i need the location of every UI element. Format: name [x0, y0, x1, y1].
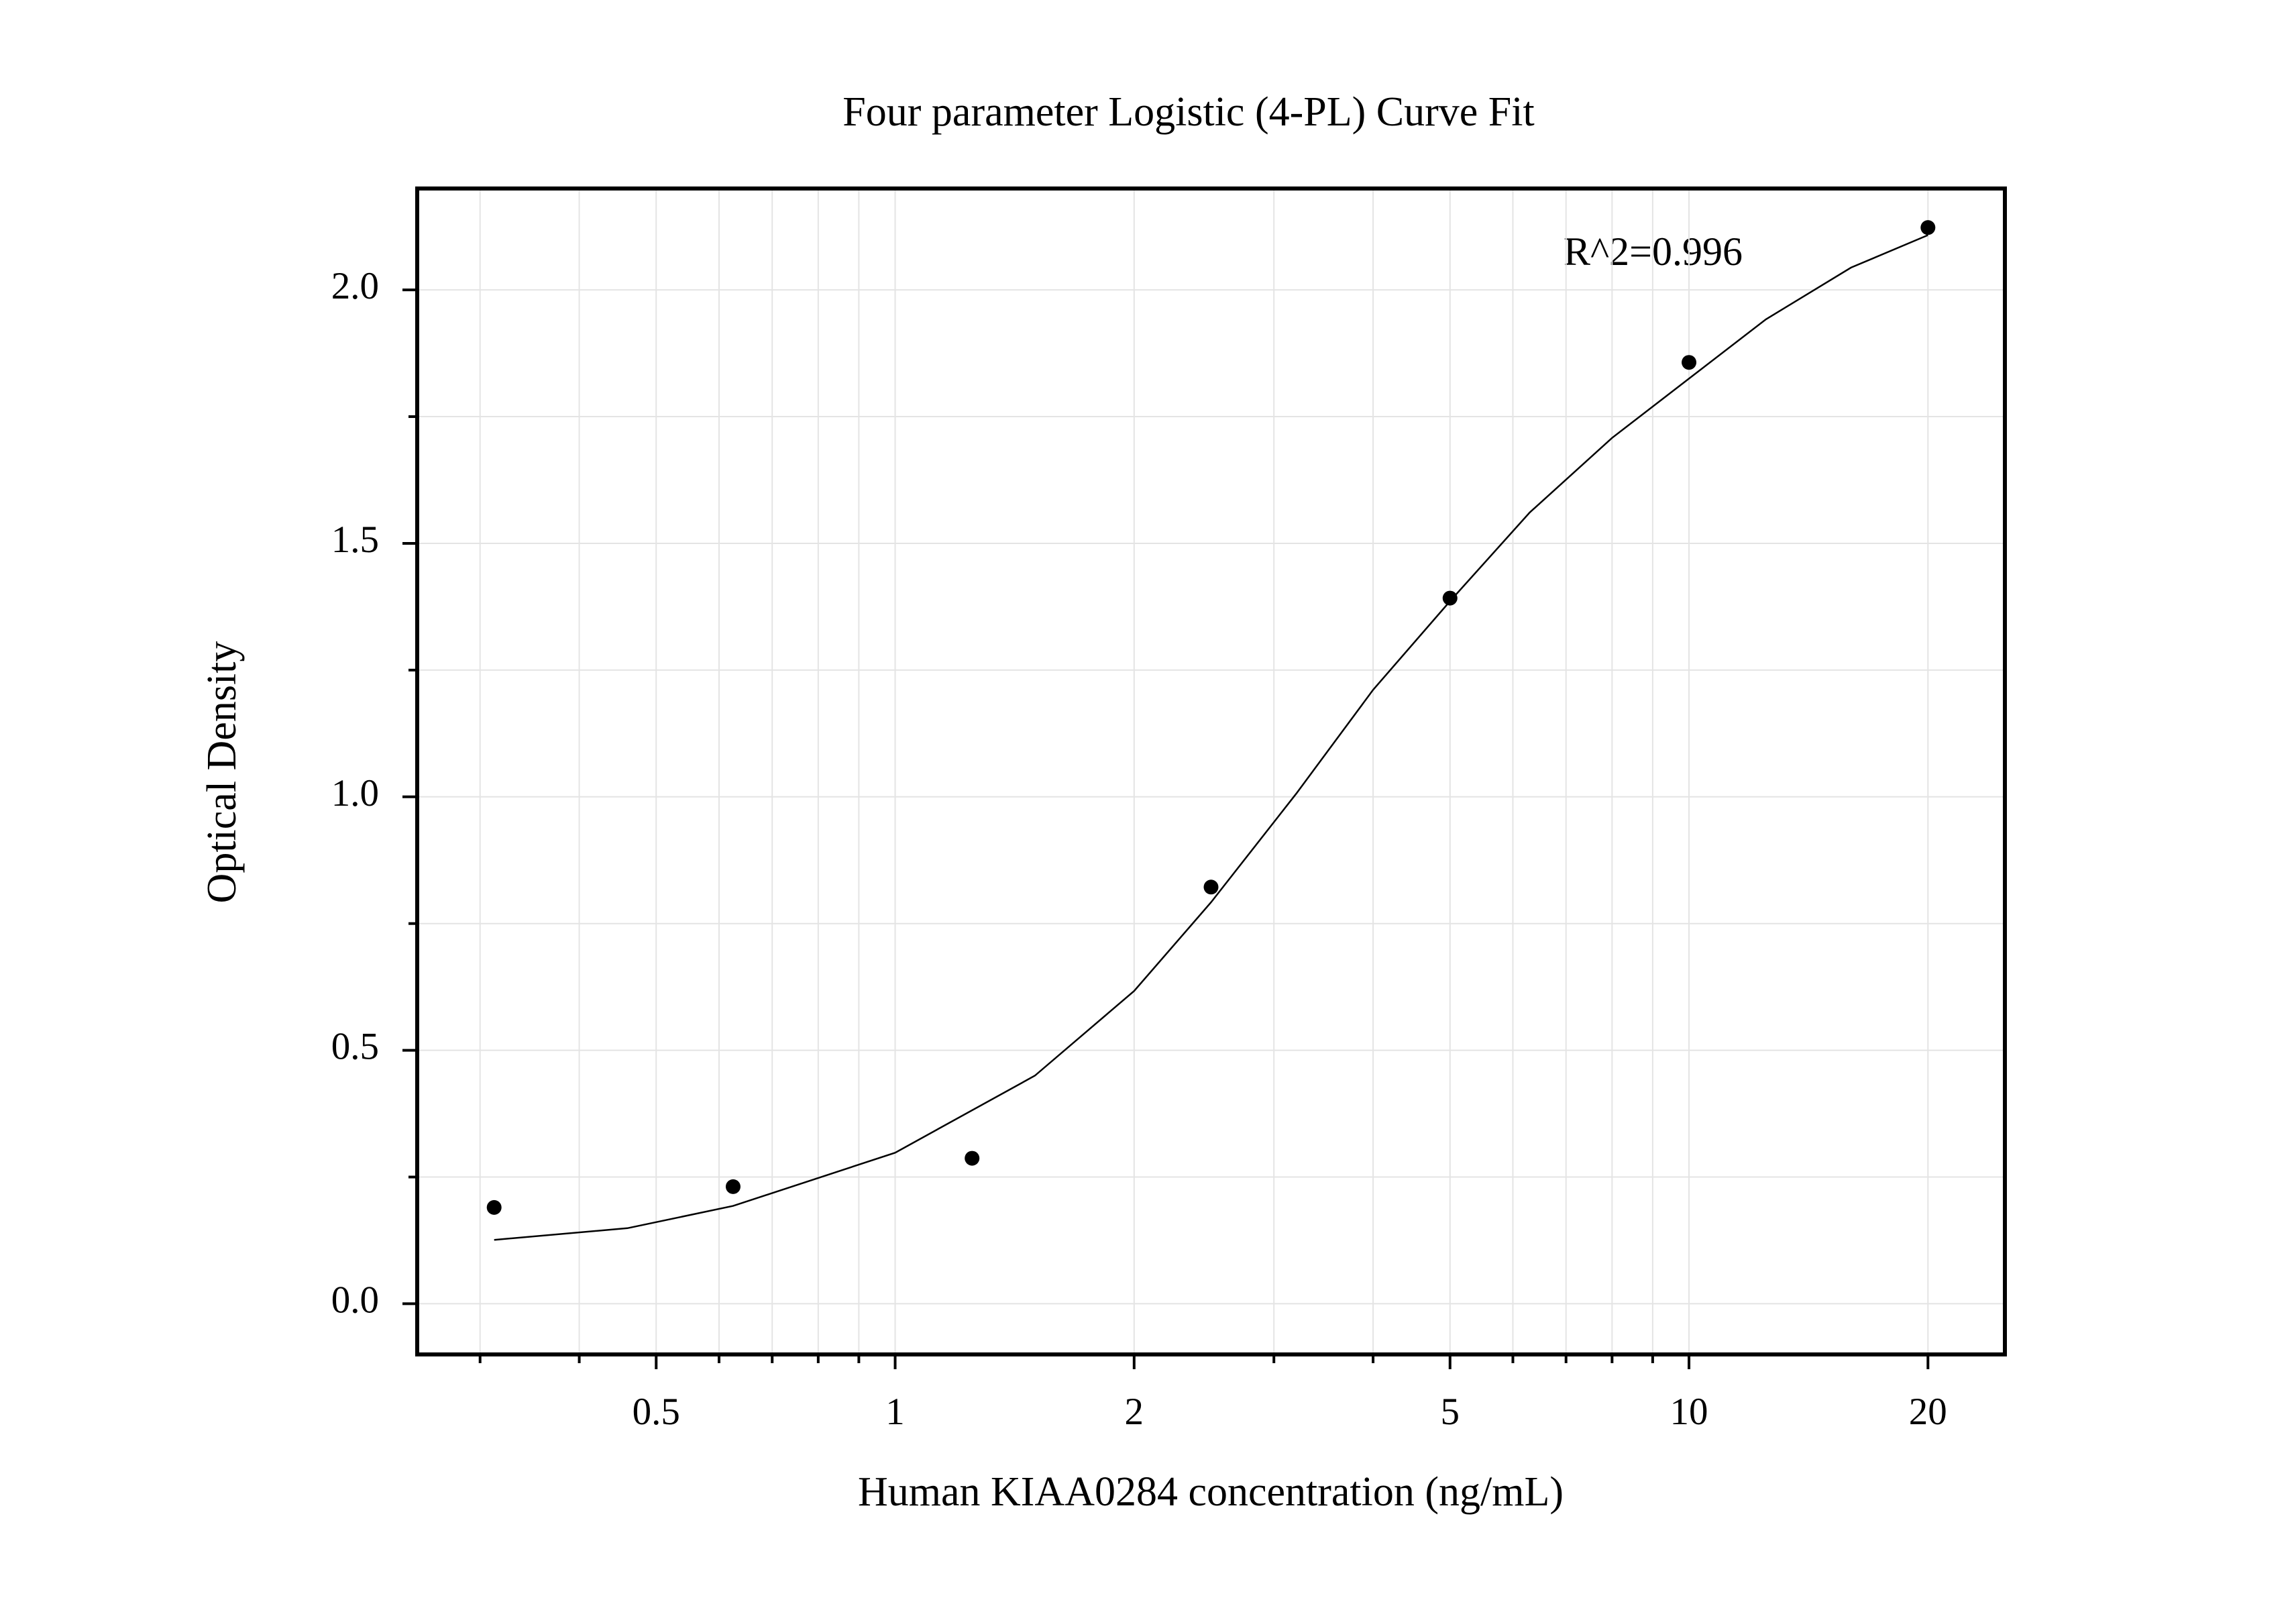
y-axis-label: Optical Density [199, 641, 245, 904]
data-point [1920, 220, 1936, 235]
y-tick-label: 0.5 [331, 1026, 379, 1068]
x-tick-label: 20 [1909, 1391, 1947, 1433]
x-tick-label: 10 [1670, 1391, 1708, 1433]
plot-frame [415, 186, 2007, 1356]
data-point [725, 1179, 741, 1194]
data-point [1442, 590, 1458, 606]
x-axis-label: Human KIAA0284 concentration (ng/mL) [858, 1469, 1564, 1515]
data-point [1682, 355, 1697, 370]
data-point [1203, 879, 1219, 895]
x-tick-label: 0.5 [633, 1391, 680, 1433]
y-tick-label: 2.0 [331, 265, 379, 307]
chart-title: Four parameter Logistic (4-PL) Curve Fit [842, 89, 1534, 135]
y-tick-label: 1.0 [331, 772, 379, 814]
data-point [965, 1151, 980, 1166]
fit-curve [494, 234, 1928, 1241]
x-tick-label: 1 [885, 1391, 905, 1433]
y-tick-label: 1.5 [331, 519, 379, 561]
y-tick-label: 0.0 [331, 1279, 379, 1322]
data-point [486, 1199, 502, 1215]
x-tick-label: 5 [1441, 1391, 1460, 1433]
x-tick-label: 2 [1125, 1391, 1144, 1433]
